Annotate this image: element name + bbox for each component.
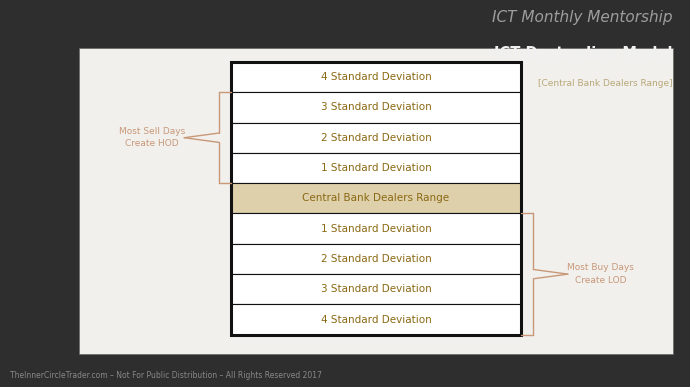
FancyBboxPatch shape <box>231 183 521 214</box>
FancyBboxPatch shape <box>231 62 521 92</box>
FancyBboxPatch shape <box>231 214 521 244</box>
Text: [Central Bank Dealers Range]: [Central Bank Dealers Range] <box>538 79 673 88</box>
Text: 3 Standard Deviation: 3 Standard Deviation <box>321 103 431 112</box>
Text: 1 Standard Deviation: 1 Standard Deviation <box>321 163 431 173</box>
FancyBboxPatch shape <box>231 92 521 123</box>
Text: 3 Standard Deviation: 3 Standard Deviation <box>321 284 431 294</box>
FancyBboxPatch shape <box>79 48 673 354</box>
Text: Most Sell Days
Create HOD: Most Sell Days Create HOD <box>119 127 185 149</box>
FancyBboxPatch shape <box>231 244 521 274</box>
Text: Central Bank Dealers Range: Central Bank Dealers Range <box>302 194 450 203</box>
Text: ICT Monthly Mentorship: ICT Monthly Mentorship <box>492 10 673 25</box>
Text: Most Buy Days
Create LOD: Most Buy Days Create LOD <box>567 264 633 285</box>
Text: 4 Standard Deviation: 4 Standard Deviation <box>321 72 431 82</box>
FancyBboxPatch shape <box>231 305 521 335</box>
FancyBboxPatch shape <box>231 274 521 305</box>
Text: 2 Standard Deviation: 2 Standard Deviation <box>321 133 431 143</box>
Text: ICT Daytrading Model: ICT Daytrading Model <box>494 46 673 62</box>
Text: 1 Standard Deviation: 1 Standard Deviation <box>321 224 431 234</box>
Text: 4 Standard Deviation: 4 Standard Deviation <box>321 315 431 325</box>
Text: TheInnerCircleTrader.com – Not For Public Distribution – All Rights Reserved 201: TheInnerCircleTrader.com – Not For Publi… <box>10 371 322 380</box>
FancyBboxPatch shape <box>231 153 521 183</box>
FancyBboxPatch shape <box>231 123 521 153</box>
Text: 2 Standard Deviation: 2 Standard Deviation <box>321 254 431 264</box>
